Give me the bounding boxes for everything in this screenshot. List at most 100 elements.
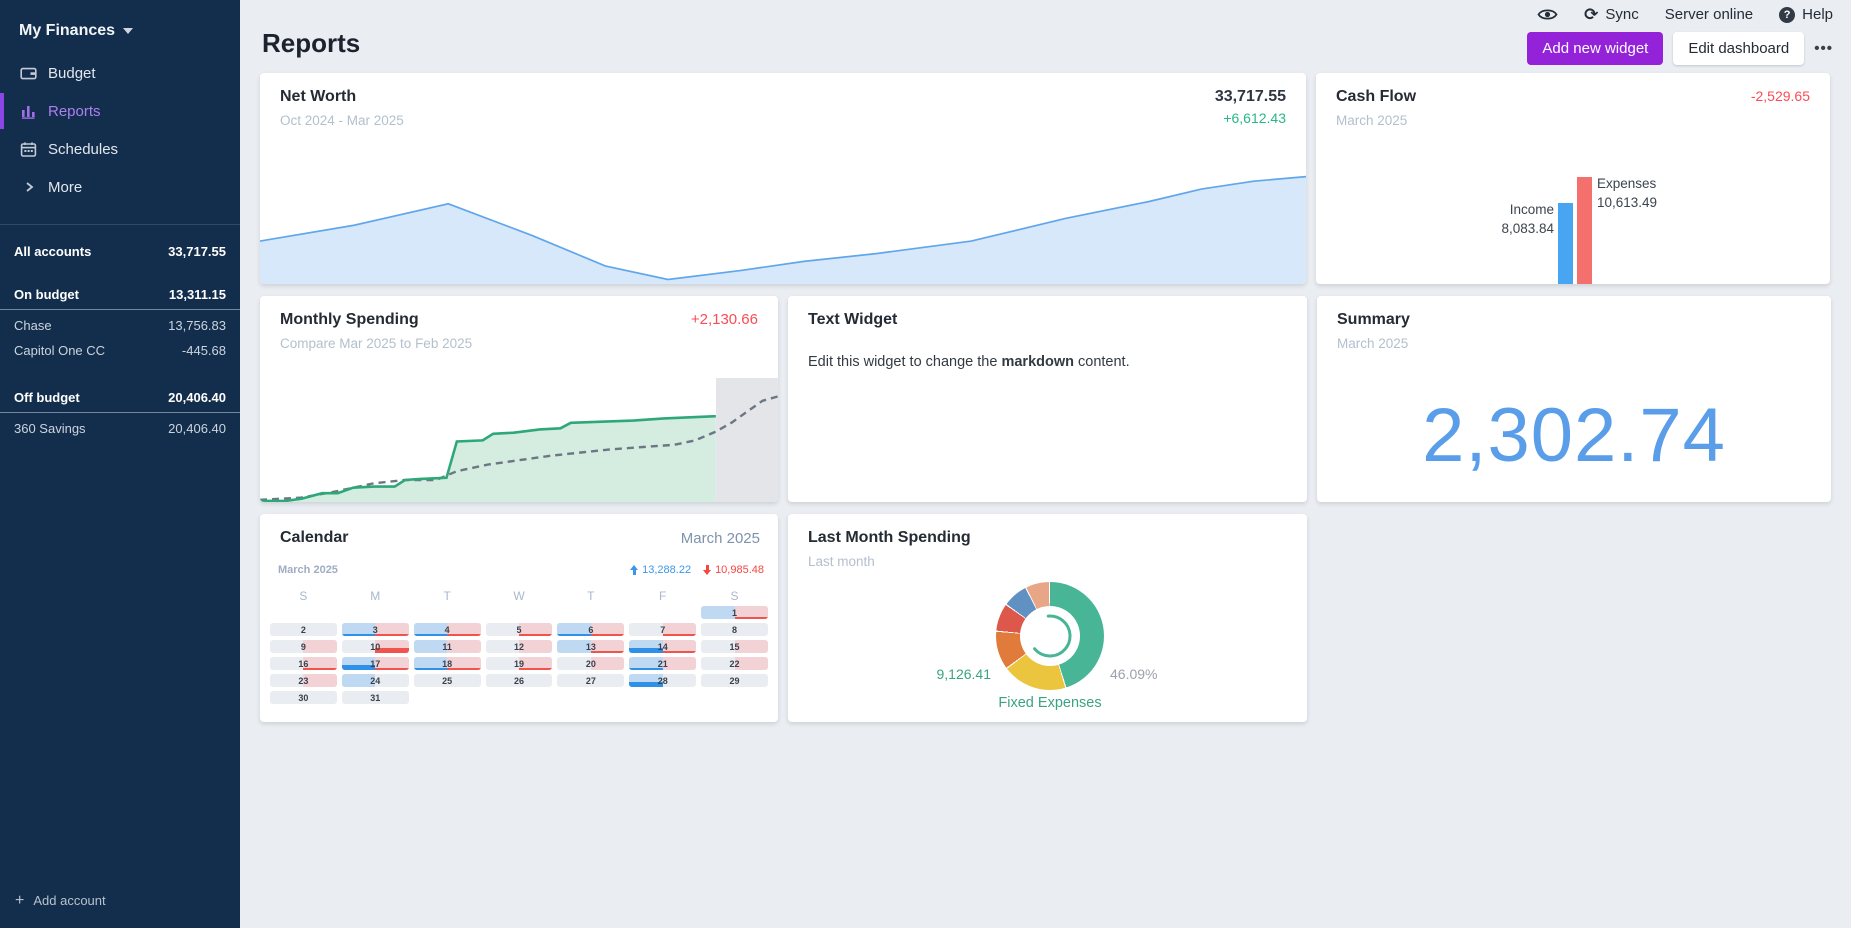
wallet-icon [20, 65, 37, 82]
calendar-month-label: March 2025 [278, 564, 338, 576]
calendar-day-20[interactable]: 20 [557, 657, 625, 670]
card-title: Last Month Spending [808, 529, 971, 546]
privacy-toggle-button[interactable] [1537, 7, 1558, 22]
slice-label: Fixed Expenses [998, 695, 1102, 711]
calendar-day-6[interactable]: 6 [557, 623, 625, 636]
calendar-day-15[interactable]: 15 [701, 640, 768, 653]
sidebar: My Finances Budget Reports Schedules Mor… [0, 0, 240, 928]
day-of-week-label: M [370, 589, 381, 603]
calendar-day-24[interactable]: 24 [341, 674, 409, 687]
calendar-day-30[interactable]: 30 [270, 691, 337, 704]
expenses-bar [1577, 177, 1592, 284]
sync-button[interactable]: ⟳ Sync [1584, 6, 1639, 23]
calendar-day-22[interactable]: 22 [701, 657, 768, 670]
on-budget-row[interactable]: On budget 13,311.15 [0, 282, 240, 310]
sidebar-item-more[interactable]: More [0, 168, 240, 206]
edit-dashboard-button[interactable]: Edit dashboard [1673, 32, 1805, 65]
slice-amount: 9,126.41 [936, 666, 992, 682]
account-label: 360 Savings [14, 421, 86, 436]
calendar-day-19[interactable]: 19 [485, 657, 553, 670]
account-row-360-savings[interactable]: 360 Savings 20,406.40 [0, 416, 240, 441]
calendar-day-5[interactable]: 5 [485, 623, 553, 636]
sidebar-item-budget[interactable]: Budget [0, 54, 240, 92]
budget-file-menu[interactable]: My Finances [0, 0, 240, 54]
calendar-day-2[interactable]: 2 [270, 623, 337, 636]
add-account-button[interactable]: + Add account [0, 877, 240, 928]
account-group-label: On budget [14, 287, 79, 302]
donut-hole [1020, 606, 1080, 666]
text-widget-body: Edit this widget to change the markdown … [808, 354, 1130, 370]
sync-icon: ⟳ [1584, 5, 1599, 24]
income-label: Income 8,083.84 [1501, 202, 1554, 236]
calendar-empty-cell [557, 606, 624, 619]
calendar-day-1[interactable]: 1 [701, 606, 768, 619]
calendar-day-16[interactable]: 16 [270, 657, 337, 670]
calendar-empty-cell [486, 691, 553, 704]
net-worth-card[interactable]: Net Worth Oct 2024 - Mar 2025 33,717.55 … [260, 73, 1306, 284]
account-row-chase[interactable]: Chase 13,756.83 [0, 313, 240, 338]
last-month-spending-card[interactable]: Last Month Spending Last month 9,126.41 … [788, 514, 1307, 722]
calendar-card[interactable]: Calendar March 2025 March 2025 13,288.22… [260, 514, 778, 722]
calendar-day-26[interactable]: 26 [485, 674, 553, 687]
calendar-day-17[interactable]: 17 [341, 657, 409, 670]
off-budget-row[interactable]: Off budget 20,406.40 [0, 385, 240, 413]
calendar-day-25[interactable]: 25 [413, 674, 481, 687]
account-balance: -445.68 [181, 343, 226, 358]
all-accounts-row[interactable]: All accounts 33,717.55 [0, 239, 240, 264]
monthly-spending-line-chart [260, 392, 778, 502]
calendar-empty-cell [414, 691, 481, 704]
text-widget-card[interactable]: Text Widget Edit this widget to change t… [788, 296, 1307, 502]
calendar-day-31[interactable]: 31 [341, 691, 409, 704]
calendar-day-8[interactable]: 8 [701, 623, 768, 636]
calendar-empty-cell [629, 691, 696, 704]
calendar-empty-cell [486, 606, 553, 619]
net-worth-value: 33,717.55 [1214, 88, 1286, 105]
add-new-widget-button[interactable]: Add new widget [1527, 32, 1664, 65]
server-status-button[interactable]: Server online [1665, 6, 1753, 23]
sidebar-divider [0, 224, 240, 225]
card-subtitle: Compare Mar 2025 to Feb 2025 [280, 336, 473, 351]
help-button[interactable]: ? Help [1779, 6, 1833, 23]
calendar-day-28[interactable]: 28 [629, 674, 697, 687]
calendar-day-29[interactable]: 29 [701, 674, 768, 687]
calendar-day-18[interactable]: 18 [413, 657, 481, 670]
calendar-day-14[interactable]: 14 [629, 640, 697, 653]
sidebar-item-reports[interactable]: Reports [0, 92, 240, 130]
calendar-day-9[interactable]: 9 [270, 640, 337, 653]
calendar-day-23[interactable]: 23 [270, 674, 337, 687]
calendar-empty-cell [270, 606, 337, 619]
calendar-day-27[interactable]: 27 [557, 674, 625, 687]
monthly-spending-card[interactable]: Monthly Spending Compare Mar 2025 to Feb… [260, 296, 778, 502]
help-label: Help [1802, 6, 1833, 23]
caret-down-icon [123, 28, 134, 34]
net-worth-area-chart [260, 171, 1306, 284]
page-title: Reports [262, 28, 361, 58]
calendar-day-3[interactable]: 3 [341, 623, 409, 636]
card-title: Monthly Spending [280, 311, 419, 328]
calendar-day-12[interactable]: 12 [485, 640, 553, 653]
sidebar-item-schedules[interactable]: Schedules [0, 130, 240, 168]
cash-flow-card[interactable]: Cash Flow March 2025 -2,529.65 Income 8,… [1316, 73, 1830, 284]
more-options-icon[interactable]: ••• [1814, 40, 1833, 57]
day-of-week-label: T [443, 589, 451, 603]
account-balance: 13,756.83 [168, 318, 226, 333]
eye-icon [1537, 9, 1558, 20]
calendar-day-21[interactable]: 21 [629, 657, 697, 670]
card-subtitle: Oct 2024 - Mar 2025 [280, 113, 404, 128]
account-row-capitol-one-cc[interactable]: Capitol One CC -445.68 [0, 338, 240, 363]
calendar-day-10[interactable]: 10 [341, 640, 409, 653]
main-content: ⟳ Sync Server online ? Help Reports Add … [240, 0, 1851, 928]
calendar-day-11[interactable]: 11 [413, 640, 481, 653]
cash-flow-net-value: -2,529.65 [1750, 88, 1810, 104]
monthly-spending-diff: +2,130.66 [690, 311, 758, 328]
summary-card[interactable]: Summary March 2025 2,302.74 [1317, 296, 1831, 502]
calendar-empty-cell [414, 606, 481, 619]
sidebar-item-label: Reports [48, 102, 101, 120]
calendar-day-13[interactable]: 13 [557, 640, 625, 653]
plus-icon: + [15, 891, 25, 909]
card-title: Cash Flow [1336, 88, 1417, 105]
calendar-icon [20, 141, 37, 158]
calendar-day-7[interactable]: 7 [629, 623, 697, 636]
calendar-day-4[interactable]: 4 [413, 623, 481, 636]
